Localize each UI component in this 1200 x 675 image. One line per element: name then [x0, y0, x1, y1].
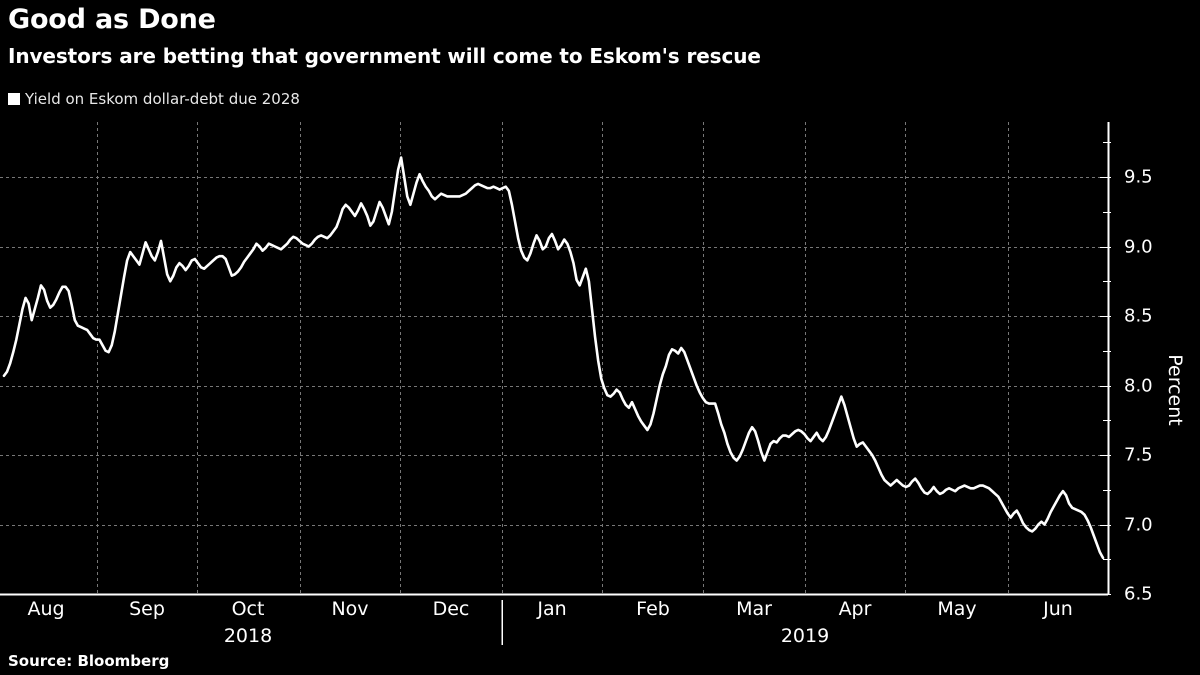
- y-axis-tick-label: 7.5: [1124, 444, 1153, 466]
- x-axis-tick-label: May: [937, 598, 977, 620]
- x-axis-tick-label: Sep: [129, 598, 165, 620]
- y-axis-tick-label: 8.5: [1124, 305, 1153, 327]
- x-axis-tick-label: Mar: [736, 598, 772, 620]
- page-subtitle: Investors are betting that government wi…: [8, 44, 761, 68]
- x-axis-tick-label: Jan: [537, 598, 567, 620]
- series-line-yield: [2, 156, 1105, 560]
- y-axis-tick-label: 7.0: [1124, 514, 1153, 535]
- chart-legend: Yield on Eskom dollar-debt due 2028: [8, 90, 300, 108]
- x-axis-tick-label: Aug: [27, 598, 65, 620]
- x-axis-tick-label: Dec: [432, 598, 470, 620]
- y-axis-tick-label: 9.5: [1124, 166, 1153, 188]
- year-label-2019: 2019: [780, 625, 830, 647]
- vertical-gridlines: [97, 122, 1009, 594]
- year-label-2018: 2018: [223, 625, 273, 647]
- x-axis-tick-label: Feb: [636, 598, 670, 620]
- legend-item-label: Yield on Eskom dollar-debt due 2028: [25, 90, 300, 108]
- source-attribution: Source: Bloomberg: [8, 652, 170, 670]
- y-axis-tick-label: 6.5: [1124, 583, 1153, 605]
- x-axis-tick-label: Nov: [331, 598, 369, 620]
- y-axis-tick-label: 9.0: [1124, 236, 1153, 257]
- legend-square-marker-icon: [8, 93, 20, 105]
- page-title: Good as Done: [8, 4, 216, 35]
- x-axis-tick-label: Jun: [1043, 598, 1073, 620]
- x-axis-tick-label: Oct: [231, 598, 265, 620]
- y-axis-title: Percent: [1164, 354, 1186, 426]
- y-axis-tick-label: 8.0: [1124, 375, 1153, 396]
- x-axis-tick-label: Apr: [838, 598, 872, 620]
